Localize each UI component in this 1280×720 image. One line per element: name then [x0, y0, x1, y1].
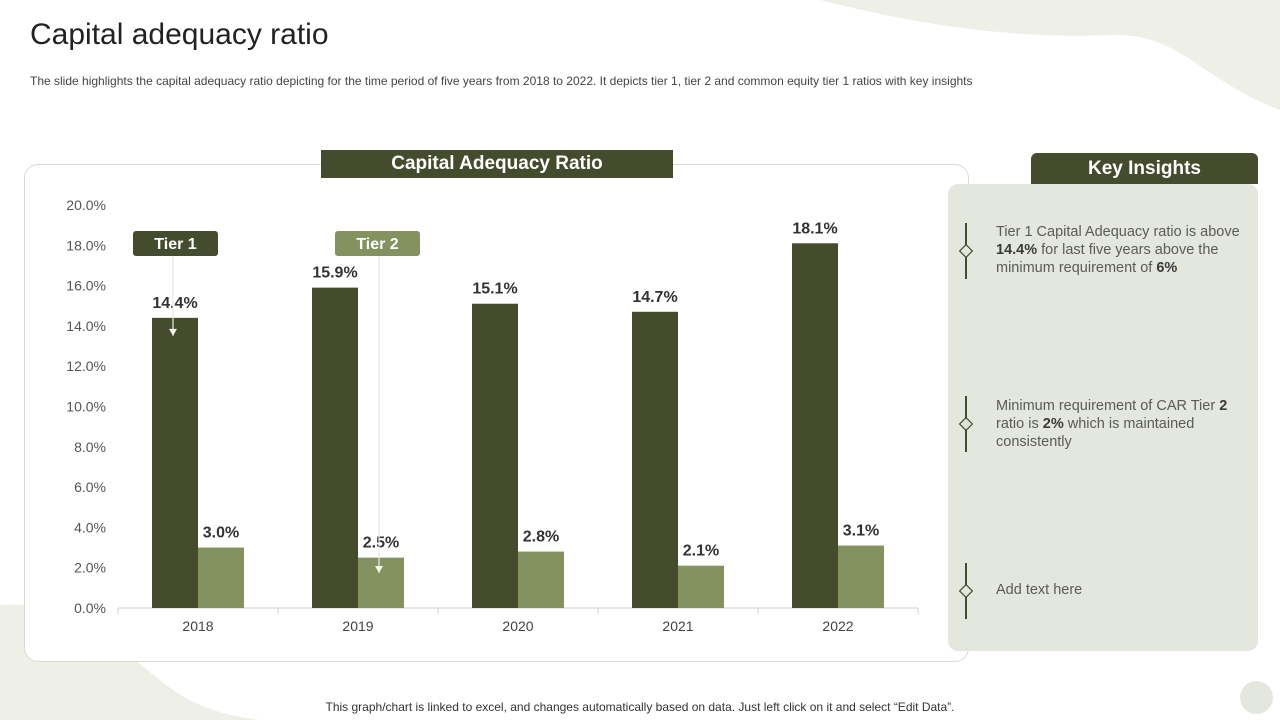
bar-tier-1-2021[interactable]	[632, 311, 678, 608]
y-tick-label: 2.0%	[74, 560, 106, 576]
data-label: 3.0%	[203, 525, 239, 542]
bar-tier-1-2022[interactable]	[792, 243, 838, 608]
insights-header: Key Insights	[1031, 153, 1258, 184]
x-tick-label: 2021	[662, 618, 693, 634]
insight-text-3: Add text here	[996, 581, 1246, 599]
insight-marker-icon	[958, 396, 974, 452]
data-label: 14.7%	[632, 289, 677, 306]
data-label: 3.1%	[843, 523, 879, 540]
insight-3-part: Add text here	[996, 582, 1083, 598]
data-label: 15.1%	[472, 281, 517, 298]
bar-tier-2-2021[interactable]	[678, 565, 724, 608]
insight-2-part: 2%	[1042, 416, 1064, 432]
insight-marker-icon	[958, 223, 974, 279]
callout-label: Tier 2	[356, 236, 399, 253]
x-tick-label: 2020	[502, 618, 533, 634]
data-label: 18.1%	[792, 220, 837, 237]
insight-2-part: Minimum requirement of CAR Tier	[996, 398, 1220, 414]
insight-text-2: Minimum requirement of CAR Tier 2 ratio …	[996, 397, 1246, 451]
y-tick-label: 20.0%	[66, 197, 106, 213]
x-tick-label: 2022	[822, 618, 853, 634]
callout-arrow-icon	[169, 328, 177, 336]
data-label: 2.1%	[683, 543, 719, 560]
insight-2-part: ratio is	[996, 416, 1043, 432]
data-label: 14.4%	[152, 295, 197, 312]
y-tick-label: 4.0%	[74, 519, 106, 535]
bar-tier-1-2018[interactable]	[152, 317, 198, 608]
data-label: 15.9%	[312, 265, 357, 282]
decorative-circle	[1240, 681, 1273, 714]
callout-label: Tier 1	[154, 236, 197, 253]
insight-1-part: 14.4%	[996, 242, 1038, 258]
bar-tier-2-2019[interactable]	[358, 557, 404, 608]
y-tick-label: 6.0%	[74, 479, 106, 495]
page-subtitle: The slide highlights the capital adequac…	[30, 74, 973, 88]
insight-1-part: 6%	[1156, 260, 1178, 276]
bar-tier-2-2018[interactable]	[198, 547, 244, 608]
bar-tier-2-2020[interactable]	[518, 551, 564, 608]
x-tick-label: 2018	[182, 618, 213, 634]
insight-marker-icon	[958, 563, 974, 619]
x-tick-label: 2019	[342, 618, 373, 634]
bar-tier-1-2020[interactable]	[472, 303, 518, 608]
callout-tag-1	[133, 231, 218, 256]
page-title: Capital adequacy ratio	[30, 18, 329, 51]
y-tick-label: 0.0%	[74, 600, 106, 616]
y-tick-label: 16.0%	[66, 278, 106, 294]
y-tick-label: 10.0%	[66, 399, 106, 415]
data-label: 2.8%	[523, 529, 559, 546]
insight-1-part: Tier 1 Capital Adequacy ratio is above	[996, 224, 1240, 240]
bar-tier-1-2019[interactable]	[312, 287, 358, 608]
insights-panel	[948, 184, 1258, 651]
data-label: 2.5%	[363, 535, 399, 552]
y-tick-label: 18.0%	[66, 237, 106, 253]
y-tick-label: 12.0%	[66, 358, 106, 374]
y-tick-label: 14.0%	[66, 318, 106, 334]
insight-2-part: which is maintained consistently	[996, 416, 1195, 450]
bar-tier-2-2022[interactable]	[838, 545, 884, 608]
y-tick-label: 8.0%	[74, 439, 106, 455]
callout-arrow-icon	[375, 566, 383, 573]
insight-text-1: Tier 1 Capital Adequacy ratio is above 1…	[996, 223, 1246, 277]
footer-note: This graph/chart is linked to excel, and…	[325, 700, 955, 714]
chart-title: Capital Adequacy Ratio	[321, 150, 673, 178]
insight-1-part: for last five years above the minimum re…	[996, 242, 1219, 276]
callout-tag-2	[335, 231, 420, 256]
insight-2-part: 2	[1219, 398, 1228, 414]
